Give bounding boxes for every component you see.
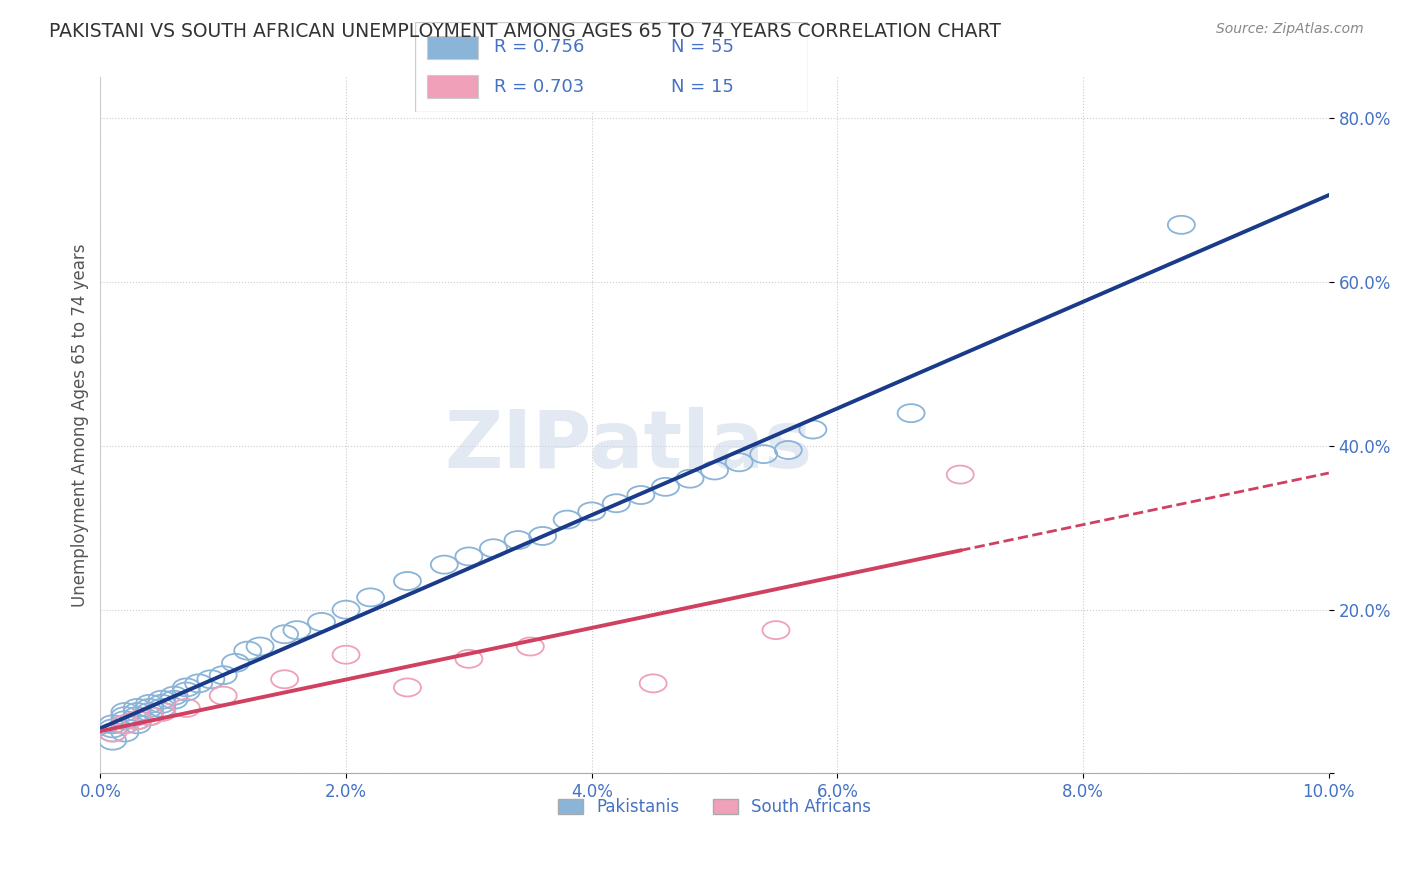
FancyBboxPatch shape <box>415 22 808 112</box>
Text: PAKISTANI VS SOUTH AFRICAN UNEMPLOYMENT AMONG AGES 65 TO 74 YEARS CORRELATION CH: PAKISTANI VS SOUTH AFRICAN UNEMPLOYMENT … <box>49 22 1001 41</box>
Text: R = 0.703: R = 0.703 <box>494 78 583 95</box>
Text: N = 55: N = 55 <box>671 38 734 56</box>
Y-axis label: Unemployment Among Ages 65 to 74 years: Unemployment Among Ages 65 to 74 years <box>72 244 89 607</box>
FancyBboxPatch shape <box>426 36 478 59</box>
Text: Source: ZipAtlas.com: Source: ZipAtlas.com <box>1216 22 1364 37</box>
FancyBboxPatch shape <box>426 75 478 98</box>
Text: ZIPatlas: ZIPatlas <box>444 408 813 485</box>
Legend: Pakistanis, South Africans: Pakistanis, South Africans <box>550 789 880 824</box>
Text: R = 0.756: R = 0.756 <box>494 38 583 56</box>
Text: N = 15: N = 15 <box>671 78 734 95</box>
